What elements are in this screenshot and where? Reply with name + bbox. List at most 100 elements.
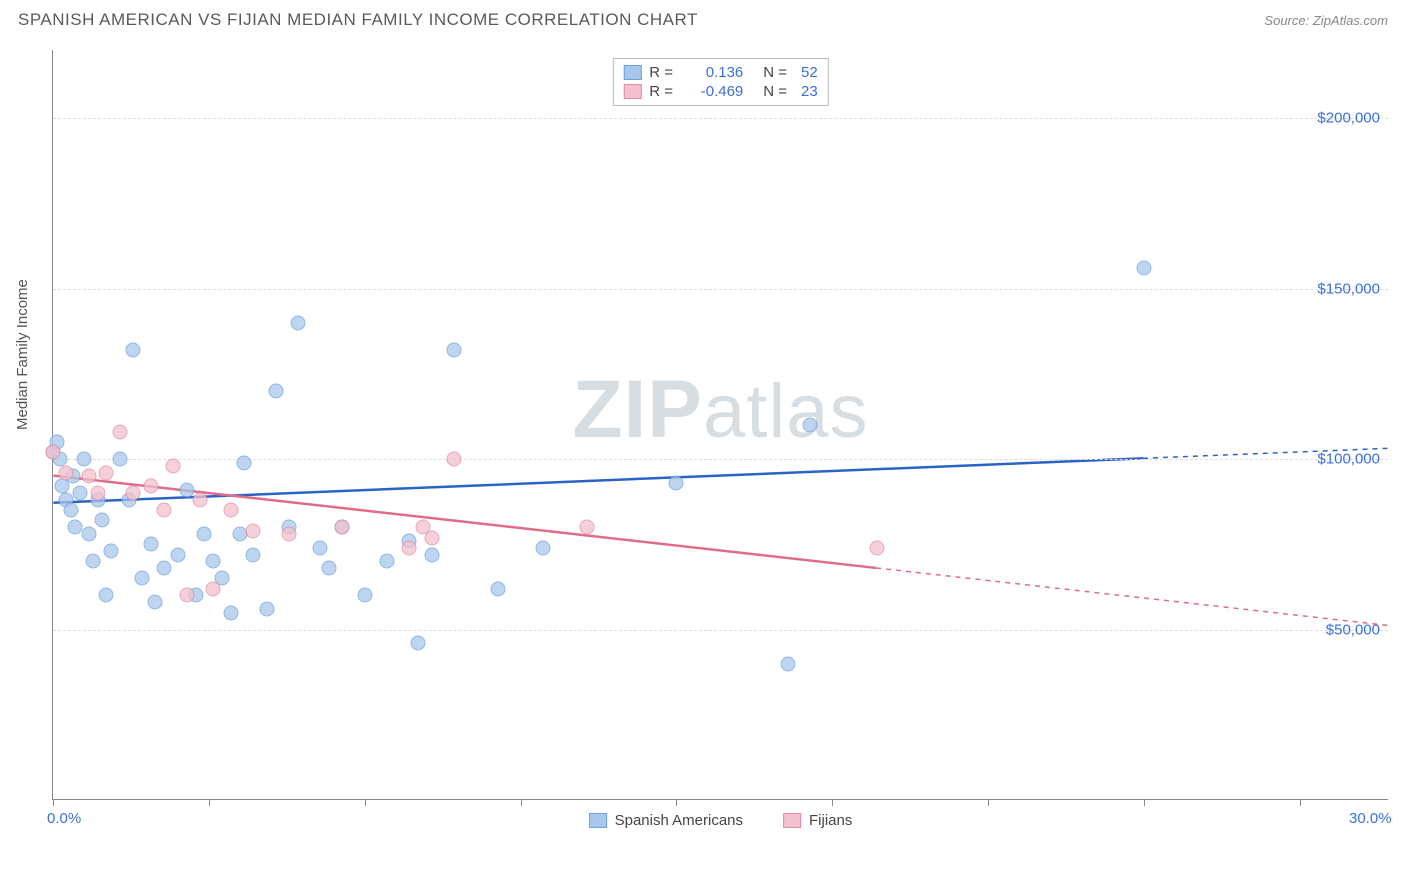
x-tick xyxy=(1144,799,1145,806)
data-point xyxy=(179,588,194,603)
x-tick xyxy=(365,799,366,806)
data-point xyxy=(424,547,439,562)
legend-label: Spanish Americans xyxy=(615,812,743,829)
data-point xyxy=(224,503,239,518)
data-point xyxy=(380,554,395,569)
y-tick-label: $150,000 xyxy=(1317,280,1380,297)
data-point xyxy=(81,527,96,542)
x-tick xyxy=(53,799,54,806)
x-tick-label: 0.0% xyxy=(47,810,81,827)
data-point xyxy=(126,486,141,501)
data-point xyxy=(143,537,158,552)
watermark: ZIPatlas xyxy=(572,363,868,457)
data-point xyxy=(46,445,61,460)
data-point xyxy=(166,458,181,473)
data-point xyxy=(869,540,884,555)
data-point xyxy=(157,561,172,576)
legend-swatch xyxy=(783,813,801,828)
gridline xyxy=(53,118,1388,119)
data-point xyxy=(313,540,328,555)
data-point xyxy=(1137,261,1152,276)
data-point xyxy=(268,383,283,398)
r-value: 0.136 xyxy=(683,64,743,81)
data-point xyxy=(63,503,78,518)
n-value: 23 xyxy=(801,83,818,100)
legend-row: R = 0.136 N = 52 xyxy=(623,63,817,82)
source-name: ZipAtlas.com xyxy=(1313,13,1388,28)
correlation-legend: R = 0.136 N = 52R = -0.469 N = 23 xyxy=(612,58,828,106)
legend-swatch xyxy=(623,84,641,99)
data-point xyxy=(72,486,87,501)
gridline xyxy=(53,630,1388,631)
data-point xyxy=(335,520,350,535)
x-tick xyxy=(832,799,833,806)
x-tick xyxy=(521,799,522,806)
r-value: -0.469 xyxy=(683,83,743,100)
data-point xyxy=(126,343,141,358)
scatter-chart: ZIPatlas R =0.136N =52R =-0.469N =23 Spa… xyxy=(52,50,1388,800)
trend-line-extrapolated xyxy=(876,568,1387,625)
source-label: Source: xyxy=(1264,13,1309,28)
y-axis-label: Median Family Income xyxy=(14,279,31,430)
data-point xyxy=(424,530,439,545)
legend-item: Fijians xyxy=(783,812,852,829)
legend-swatch xyxy=(589,813,607,828)
data-point xyxy=(94,513,109,528)
data-point xyxy=(103,544,118,559)
data-point xyxy=(99,465,114,480)
data-point xyxy=(59,465,74,480)
y-tick-label: $200,000 xyxy=(1317,110,1380,127)
x-tick xyxy=(988,799,989,806)
data-point xyxy=(402,540,417,555)
data-point xyxy=(179,482,194,497)
data-point xyxy=(803,418,818,433)
legend-label: Fijians xyxy=(809,812,852,829)
y-tick-label: $50,000 xyxy=(1326,621,1380,638)
data-point xyxy=(206,581,221,596)
r-label: R = xyxy=(649,64,675,81)
n-value: 52 xyxy=(801,64,818,81)
data-point xyxy=(77,452,92,467)
n-label: N = xyxy=(763,83,787,100)
trend-lines xyxy=(53,50,1388,799)
data-point xyxy=(535,540,550,555)
data-point xyxy=(99,588,114,603)
x-tick xyxy=(1300,799,1301,806)
data-point xyxy=(157,503,172,518)
data-point xyxy=(669,475,684,490)
x-tick xyxy=(209,799,210,806)
watermark-rest: atlas xyxy=(703,369,869,454)
data-point xyxy=(224,605,239,620)
data-point xyxy=(206,554,221,569)
data-point xyxy=(446,343,461,358)
data-point xyxy=(135,571,150,586)
data-point xyxy=(143,479,158,494)
data-point xyxy=(192,493,207,508)
series-legend: Spanish Americans Fijians xyxy=(589,812,853,829)
legend-item: Spanish Americans xyxy=(589,812,743,829)
data-point xyxy=(90,486,105,501)
data-point xyxy=(411,636,426,651)
gridline xyxy=(53,289,1388,290)
data-point xyxy=(322,561,337,576)
data-point xyxy=(491,581,506,596)
data-point xyxy=(112,424,127,439)
data-point xyxy=(580,520,595,535)
legend-swatch xyxy=(623,65,641,80)
data-point xyxy=(81,469,96,484)
n-label: N = xyxy=(763,64,787,81)
y-tick-label: $100,000 xyxy=(1317,451,1380,468)
data-point xyxy=(446,452,461,467)
data-point xyxy=(780,656,795,671)
x-tick xyxy=(676,799,677,806)
data-point xyxy=(170,547,185,562)
data-point xyxy=(357,588,372,603)
data-point xyxy=(86,554,101,569)
x-tick-label: 30.0% xyxy=(1349,810,1392,827)
watermark-bold: ZIP xyxy=(572,364,703,455)
header: SPANISH AMERICAN VS FIJIAN MEDIAN FAMILY… xyxy=(0,0,1406,36)
data-point xyxy=(148,595,163,610)
data-point xyxy=(290,315,305,330)
gridline xyxy=(53,459,1388,460)
data-point xyxy=(246,547,261,562)
